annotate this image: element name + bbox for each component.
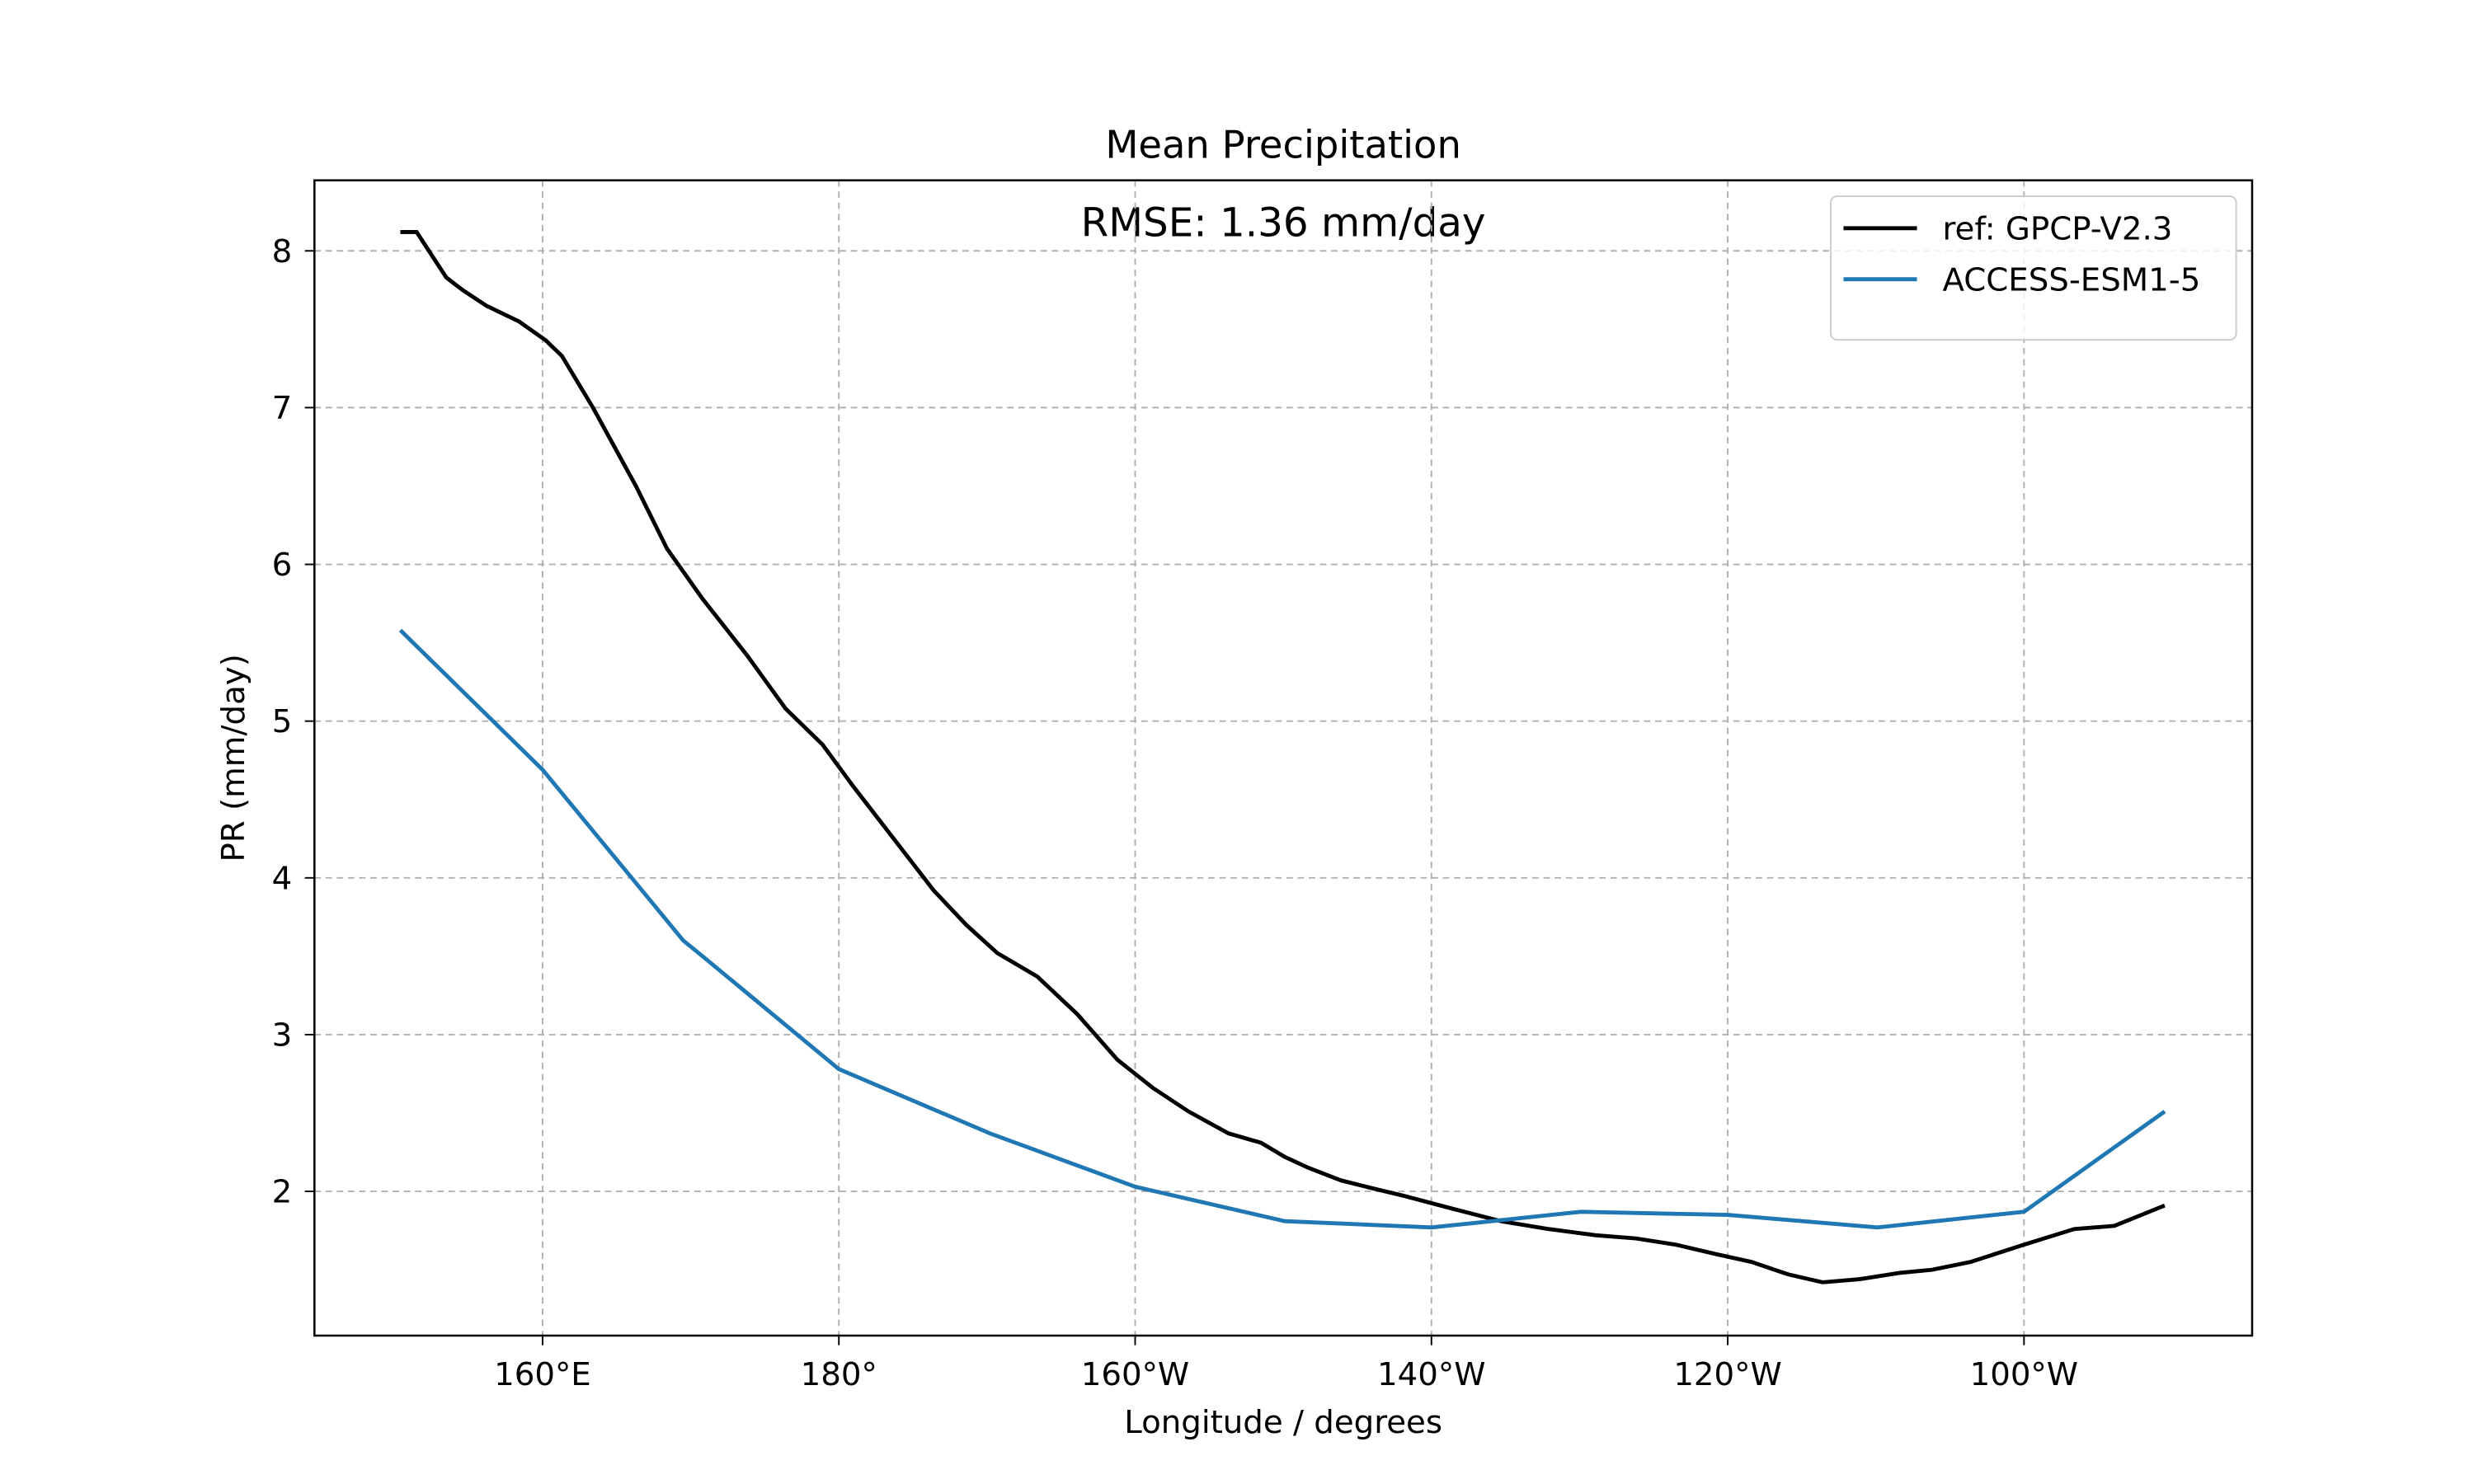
y-tick-label: 2	[272, 1174, 293, 1211]
data-line	[400, 230, 2166, 1284]
legend: ref: GPCP-V2.3 ACCESS-ESM1-5	[1830, 195, 2237, 341]
y-tick-label: 8	[272, 233, 293, 270]
y-tick-label: 3	[272, 1017, 293, 1054]
plot-frame	[313, 179, 2254, 1337]
annotation: RMSE: 1.36 mm/day	[1081, 200, 1486, 246]
legend-label: ACCESS-ESM1-5	[1942, 261, 2200, 298]
y-tick-label: 5	[272, 703, 293, 740]
legend-box	[1830, 195, 2237, 341]
x-tick-label: 120°W	[1673, 1356, 1781, 1393]
x-tick-label: 100°W	[1970, 1356, 2078, 1393]
x-tick-label: 140°W	[1377, 1356, 1485, 1393]
x-tick-label: 160°W	[1081, 1356, 1189, 1393]
legend-label: ref: GPCP-V2.3	[1942, 210, 2172, 247]
y-tick-label: 7	[272, 390, 293, 427]
x-axis-label: Longitude / degrees	[1124, 1404, 1442, 1441]
x-tick-label: 180°	[801, 1356, 877, 1393]
y-tick-label: 4	[272, 860, 293, 897]
data-line	[398, 628, 2166, 1230]
y-tick-label: 6	[272, 547, 293, 584]
chart-title: Mean Precipitation	[1105, 123, 1461, 167]
y-axis-label: PR (mm/day)	[215, 654, 252, 862]
x-tick-label: 160°E	[494, 1356, 591, 1393]
